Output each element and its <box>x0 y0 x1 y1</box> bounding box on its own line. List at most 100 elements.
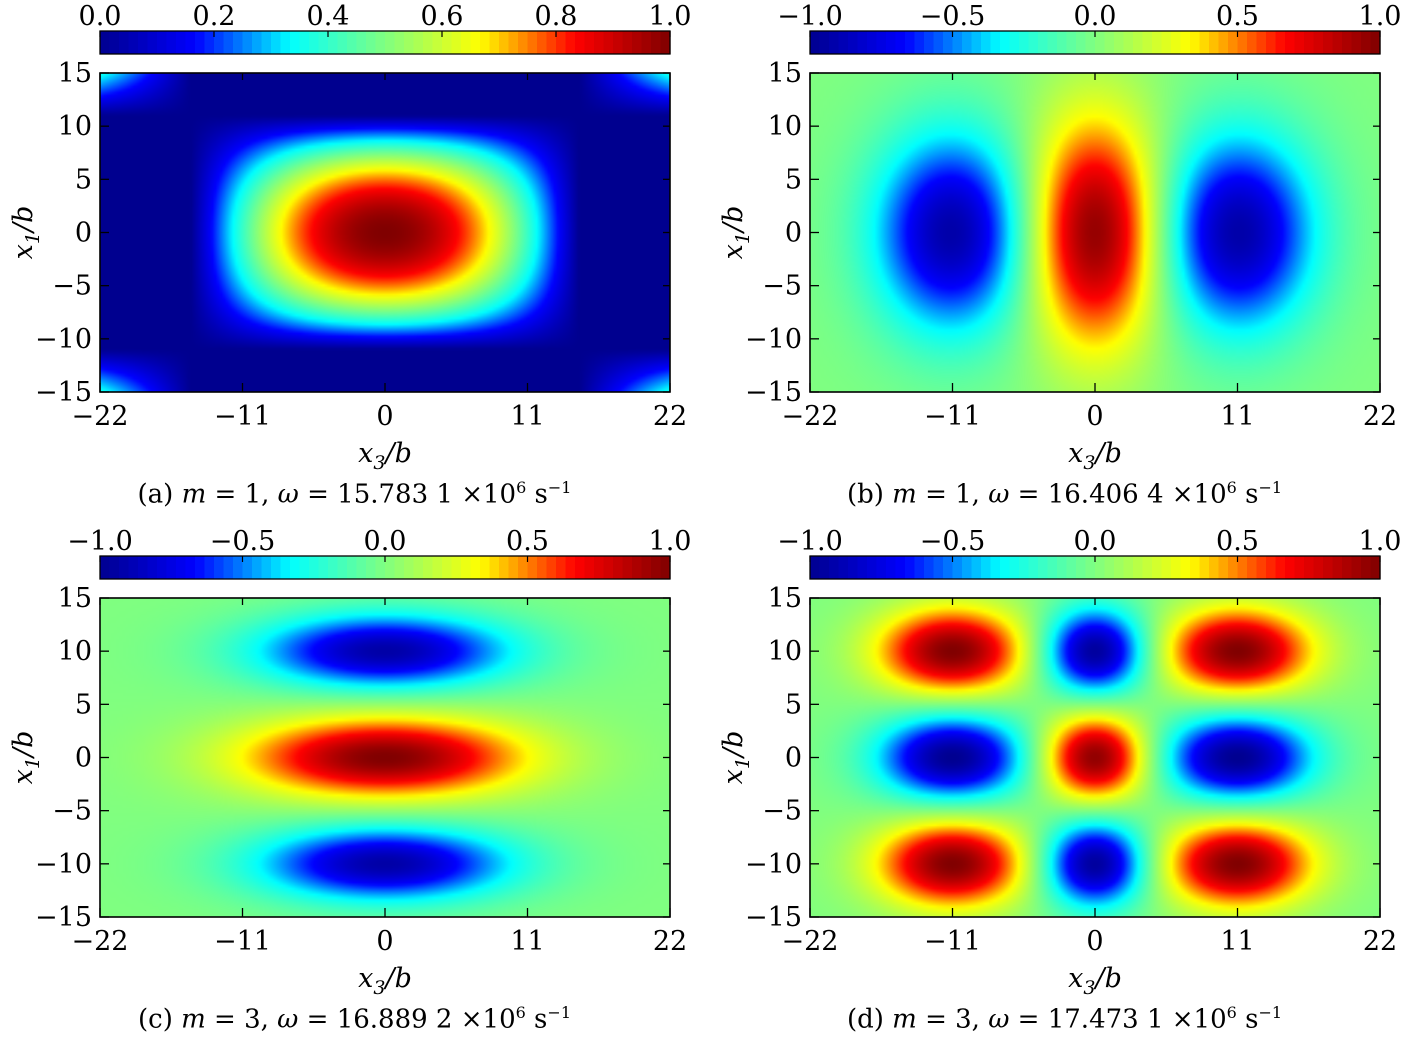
colorbar-segment <box>119 556 130 579</box>
y-tick-label: −5 <box>52 796 92 827</box>
x-tick-label: 11 <box>510 926 544 957</box>
colorbar-segment <box>366 31 377 54</box>
x-tick-label: −22 <box>782 926 839 957</box>
x-tick-label: −11 <box>214 401 271 432</box>
colorbar-segment <box>1133 31 1144 54</box>
colorbar-tick-label: 1.0 <box>649 1 692 32</box>
colorbar-segment <box>185 556 196 579</box>
heatmap-field <box>100 598 670 917</box>
colorbar-tick-label: 0.8 <box>535 1 578 32</box>
colorbar-segment <box>594 31 605 54</box>
colorbar-segment <box>1209 556 1220 579</box>
colorbar-segment <box>185 31 196 54</box>
colorbar-segment <box>1161 31 1172 54</box>
colorbar-segment <box>1019 556 1030 579</box>
colorbar-segment <box>556 556 567 579</box>
colorbar-segment <box>943 556 954 579</box>
colorbar-segment <box>508 556 519 579</box>
colorbar-segment <box>461 556 472 579</box>
y-tick-label: −15 <box>35 377 92 408</box>
colorbar-segment <box>943 31 954 54</box>
y-tick-label: −10 <box>745 849 802 880</box>
colorbar-tick-label: 0.0 <box>364 526 407 557</box>
colorbar-segment <box>857 556 868 579</box>
colorbar-segment <box>1095 556 1106 579</box>
colorbar-segment <box>1038 556 1049 579</box>
x-axis-label: x3/b <box>1068 438 1122 474</box>
colorbar-segment <box>147 556 158 579</box>
colorbar-segment <box>337 31 348 54</box>
colorbar-segment <box>394 31 405 54</box>
colorbar-segment <box>271 556 282 579</box>
colorbar-segment <box>394 556 405 579</box>
colorbar-segment <box>565 556 576 579</box>
colorbar-segment <box>1057 556 1068 579</box>
y-tick-label: −15 <box>745 377 802 408</box>
colorbar-segment <box>594 556 605 579</box>
colorbar-segment <box>128 31 139 54</box>
colorbar-segment <box>1038 31 1049 54</box>
colorbar-segment <box>1323 556 1334 579</box>
colorbar-segment <box>1028 556 1039 579</box>
colorbar-segment <box>1171 31 1182 54</box>
colorbar-segment <box>1370 556 1381 579</box>
colorbar-segment <box>1361 31 1372 54</box>
colorbar-segment <box>195 31 206 54</box>
colorbar-segment <box>290 31 301 54</box>
colorbar-segment <box>1247 31 1258 54</box>
heatmap-field <box>810 73 1380 392</box>
y-tick-label: 5 <box>75 164 92 195</box>
colorbar-segment <box>147 31 158 54</box>
colorbar-segment <box>867 556 878 579</box>
colorbar-segment <box>252 31 263 54</box>
colorbar-segment <box>1199 556 1210 579</box>
colorbar-segment <box>166 556 177 579</box>
y-tick-label: 5 <box>785 689 802 720</box>
colorbar-segment <box>280 31 291 54</box>
panel-caption: (b) m = 1, ω = 16.406 4 ×106 s−1 <box>846 478 1283 510</box>
colorbar-segment <box>971 31 982 54</box>
colorbar-segment <box>1351 556 1362 579</box>
colorbar-segment <box>489 556 500 579</box>
colorbar-tick-label: 1.0 <box>1359 1 1402 32</box>
colorbar-segment <box>432 31 443 54</box>
colorbar-segment <box>1114 31 1125 54</box>
colorbar-segment <box>1218 31 1229 54</box>
y-tick-label: −5 <box>762 271 802 302</box>
y-tick-label: 10 <box>768 111 802 142</box>
x-tick-label: 0 <box>1086 926 1103 957</box>
x-tick-label: 11 <box>1220 926 1254 957</box>
colorbar-segment <box>933 31 944 54</box>
colorbar-segment <box>195 556 206 579</box>
colorbar-tick-label: −0.5 <box>920 526 986 557</box>
colorbar-segment <box>242 556 253 579</box>
panel-a: −22 −11 0 11 22 −15 −10 −5 0 5 10 15 x3/b x1/b 0.0 0.2 0… <box>0 0 709 525</box>
colorbar-segment <box>337 556 348 579</box>
colorbar-segment <box>100 556 111 579</box>
y-tick-label: −5 <box>762 796 802 827</box>
colorbar-segment <box>1237 556 1248 579</box>
colorbar-segment <box>1000 31 1011 54</box>
y-tick-label: 10 <box>768 636 802 667</box>
colorbar-segment <box>1152 31 1163 54</box>
y-tick-label: 0 <box>75 218 92 249</box>
colorbar-segment <box>451 31 462 54</box>
colorbar-segment <box>356 31 367 54</box>
colorbar-segment <box>537 31 548 54</box>
colorbar-segment <box>347 31 358 54</box>
colorbar-segment <box>848 31 859 54</box>
y-tick-label: 5 <box>75 689 92 720</box>
colorbar-tick-label: 1.0 <box>649 526 692 557</box>
colorbar-segment <box>1247 556 1258 579</box>
colorbar-segment <box>214 556 225 579</box>
colorbar-segment <box>924 31 935 54</box>
colorbar-segment <box>1085 556 1096 579</box>
colorbar-segment <box>119 31 130 54</box>
y-axis-label: x1/b <box>8 731 44 785</box>
y-tick-label: −10 <box>745 324 802 355</box>
colorbar-segment <box>1180 31 1191 54</box>
x-tick-label: 11 <box>510 401 544 432</box>
panel-c: −22 −11 0 11 22 −15 −10 −5 0 5 10 15 x3/b x1/b −1.0 −0.… <box>0 525 709 1050</box>
colorbar-segment <box>1266 31 1277 54</box>
colorbar-segment <box>1047 31 1058 54</box>
